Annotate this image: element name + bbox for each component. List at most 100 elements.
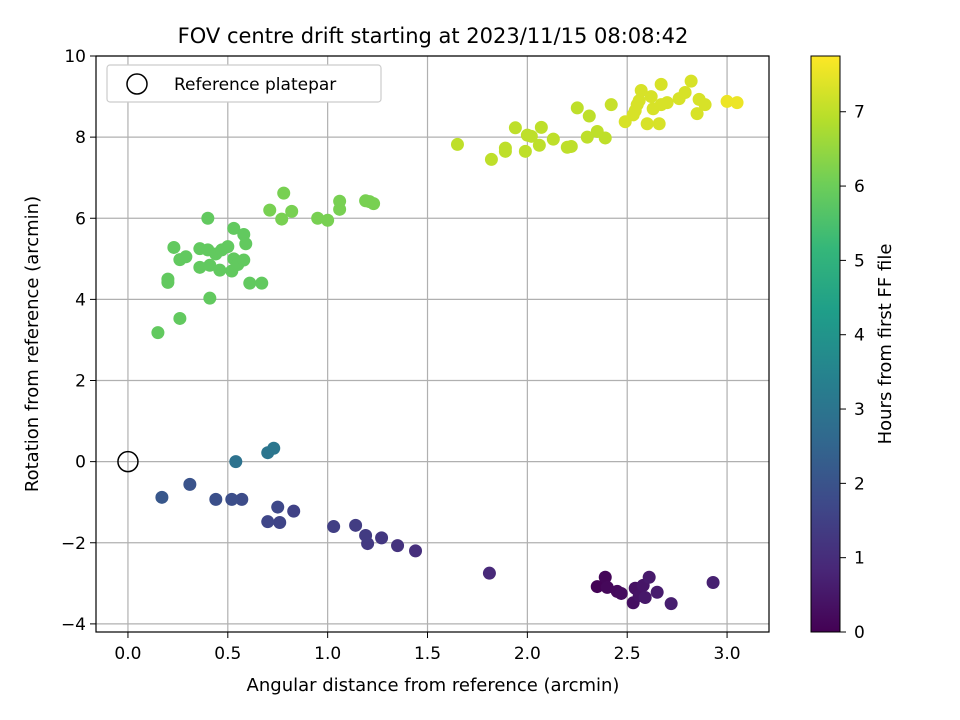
data-point (391, 539, 405, 553)
data-point (225, 492, 239, 506)
data-point (285, 204, 299, 218)
data-point (255, 276, 269, 290)
data-point (173, 311, 187, 325)
data-point (580, 130, 594, 144)
colorbar-tick-label: 2 (854, 474, 865, 494)
data-point (221, 240, 235, 254)
legend-marker-icon (126, 73, 148, 95)
data-point (193, 260, 207, 274)
data-point (349, 518, 363, 532)
x-axis-ticks: 0.0 0.5 1.0 1.5 2.0 2.5 3.0 (114, 632, 741, 664)
data-point (237, 253, 251, 267)
data-point (698, 98, 712, 112)
data-point (642, 570, 656, 584)
data-point (598, 131, 612, 145)
data-point (730, 96, 744, 110)
data-point (201, 211, 215, 225)
data-point (321, 213, 335, 227)
data-point (271, 500, 285, 514)
data-point (482, 566, 496, 580)
colorbar-tick-label: 5 (854, 251, 865, 271)
data-point (638, 591, 652, 605)
legend: Reference platepar (106, 64, 382, 103)
data-point (179, 250, 193, 264)
data-point (590, 580, 604, 594)
data-point (203, 258, 217, 272)
colorbar-tick-label: 0 (854, 623, 865, 643)
data-point (604, 98, 618, 112)
data-point (167, 240, 181, 254)
data-point (450, 137, 464, 151)
data-point (532, 138, 546, 152)
x-axis-label: Angular distance from reference (arcmin) (247, 675, 620, 696)
data-point (375, 531, 389, 545)
y-tick-label: 4 (75, 290, 86, 310)
data-point (524, 129, 538, 143)
x-tick-label: 0.5 (214, 644, 241, 664)
data-point (409, 544, 423, 558)
data-point (183, 477, 197, 491)
data-point (582, 109, 596, 123)
data-point (277, 186, 291, 200)
data-point (614, 586, 628, 600)
data-point (333, 194, 347, 208)
colorbar-tick-label: 6 (854, 177, 865, 197)
data-point (209, 492, 223, 506)
data-point (359, 528, 373, 542)
data-point (632, 94, 646, 108)
grid-lines (96, 55, 769, 632)
reference-point (117, 450, 139, 473)
data-point (508, 121, 522, 135)
data-point (273, 515, 287, 529)
x-tick-label: 1.5 (414, 644, 441, 664)
data-point (654, 77, 668, 91)
data-point (161, 272, 175, 286)
data-point (311, 211, 325, 225)
data-point (203, 291, 217, 305)
data-point (706, 576, 720, 590)
data-point (287, 504, 301, 518)
y-tick-label: 0 (75, 453, 86, 473)
legend-label: Reference platepar (174, 75, 336, 95)
legend-box (106, 64, 382, 103)
data-point (644, 90, 658, 104)
data-point (243, 276, 257, 290)
data-point (151, 326, 165, 340)
data-point (484, 152, 498, 166)
chart-title: FOV centre drift starting at 2023/11/15 … (178, 24, 689, 48)
data-point (598, 570, 612, 584)
data-point (720, 94, 734, 108)
colorbar-tick-label: 7 (854, 103, 865, 123)
data-points (151, 74, 744, 611)
data-point (684, 74, 698, 88)
data-point (518, 144, 532, 158)
data-point (600, 580, 614, 594)
data-point (650, 585, 664, 599)
data-point (634, 83, 648, 97)
data-point (690, 107, 704, 121)
x-tick-label: 2.5 (614, 644, 641, 664)
data-point (664, 597, 678, 611)
data-point (235, 492, 249, 506)
data-point (213, 263, 227, 277)
data-point (263, 203, 277, 217)
y-tick-label: −4 (61, 615, 86, 635)
data-point (570, 101, 584, 115)
colorbar (810, 55, 841, 633)
colorbar-label: Hours from first FF file (875, 244, 896, 445)
y-tick-label: 2 (75, 372, 86, 392)
y-tick-label: 8 (75, 128, 86, 148)
data-point (546, 132, 560, 146)
data-point (155, 490, 169, 504)
y-tick-label: 6 (75, 209, 86, 229)
data-point (678, 86, 692, 100)
data-point (267, 441, 281, 455)
data-point (275, 212, 289, 226)
y-tick-label: −2 (61, 534, 86, 554)
data-point (239, 237, 253, 251)
x-tick-label: 2.0 (514, 644, 541, 664)
x-tick-label: 3.0 (714, 644, 741, 664)
data-point (660, 96, 674, 110)
data-point (227, 221, 241, 235)
